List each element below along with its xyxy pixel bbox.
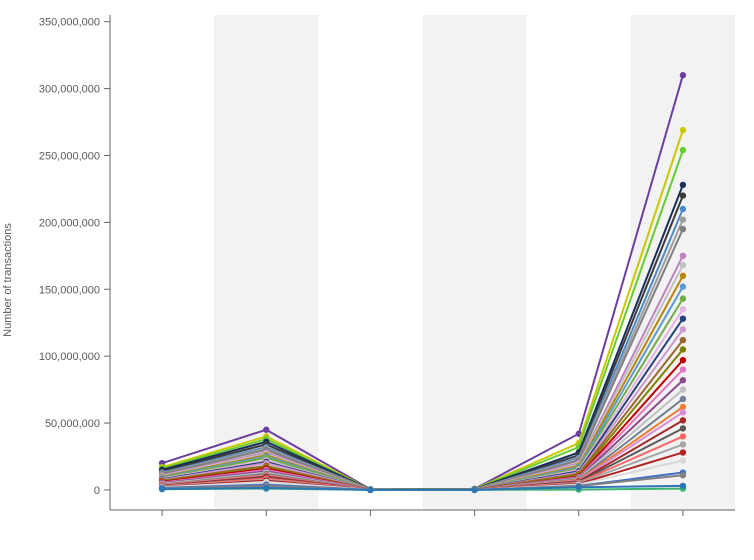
chart-svg: 0 50,000,000 100,000,000 150,000,000 200,000…	[0, 0, 754, 560]
series-marker	[680, 483, 686, 489]
series-marker	[680, 295, 686, 301]
series-marker	[680, 147, 686, 153]
series-marker	[680, 449, 686, 455]
series-marker	[263, 485, 269, 491]
svg-text:300,000,000: 300,000,000	[39, 84, 100, 96]
series-marker	[680, 127, 686, 133]
series-marker	[159, 486, 165, 492]
series-marker	[680, 346, 686, 352]
series-marker	[680, 433, 686, 439]
series-marker	[680, 315, 686, 321]
svg-text:350,000,000: 350,000,000	[39, 17, 100, 29]
series-marker	[680, 396, 686, 402]
series-marker	[680, 283, 686, 289]
svg-text:0: 0	[94, 485, 100, 497]
series-marker	[471, 487, 477, 493]
series-marker	[680, 72, 686, 78]
series-marker	[680, 216, 686, 222]
series-marker	[680, 457, 686, 463]
series-marker	[263, 427, 269, 433]
svg-text:50,000,000: 50,000,000	[45, 418, 100, 430]
svg-text:150,000,000: 150,000,000	[39, 284, 100, 296]
series-marker	[680, 357, 686, 363]
series-marker	[680, 386, 686, 392]
series-marker	[680, 206, 686, 212]
series-marker	[680, 377, 686, 383]
series-marker	[680, 192, 686, 198]
series-marker	[576, 484, 582, 490]
series-marker	[680, 472, 686, 478]
series-marker	[680, 326, 686, 332]
svg-text:200,000,000: 200,000,000	[39, 217, 100, 229]
series-marker	[680, 182, 686, 188]
series-marker	[680, 425, 686, 431]
series-marker	[680, 417, 686, 423]
series-marker	[680, 226, 686, 232]
series-marker	[680, 366, 686, 372]
chart-container: { "chart": { "type": "line", "width": 75…	[0, 0, 754, 560]
series-marker	[367, 487, 373, 493]
series-marker	[680, 441, 686, 447]
svg-text:100,000,000: 100,000,000	[39, 351, 100, 363]
svg-text:250,000,000: 250,000,000	[39, 150, 100, 162]
series-marker	[680, 253, 686, 259]
series-marker	[680, 337, 686, 343]
series-marker	[680, 409, 686, 415]
series-marker	[680, 262, 686, 268]
series-marker	[680, 306, 686, 312]
series-marker	[680, 273, 686, 279]
